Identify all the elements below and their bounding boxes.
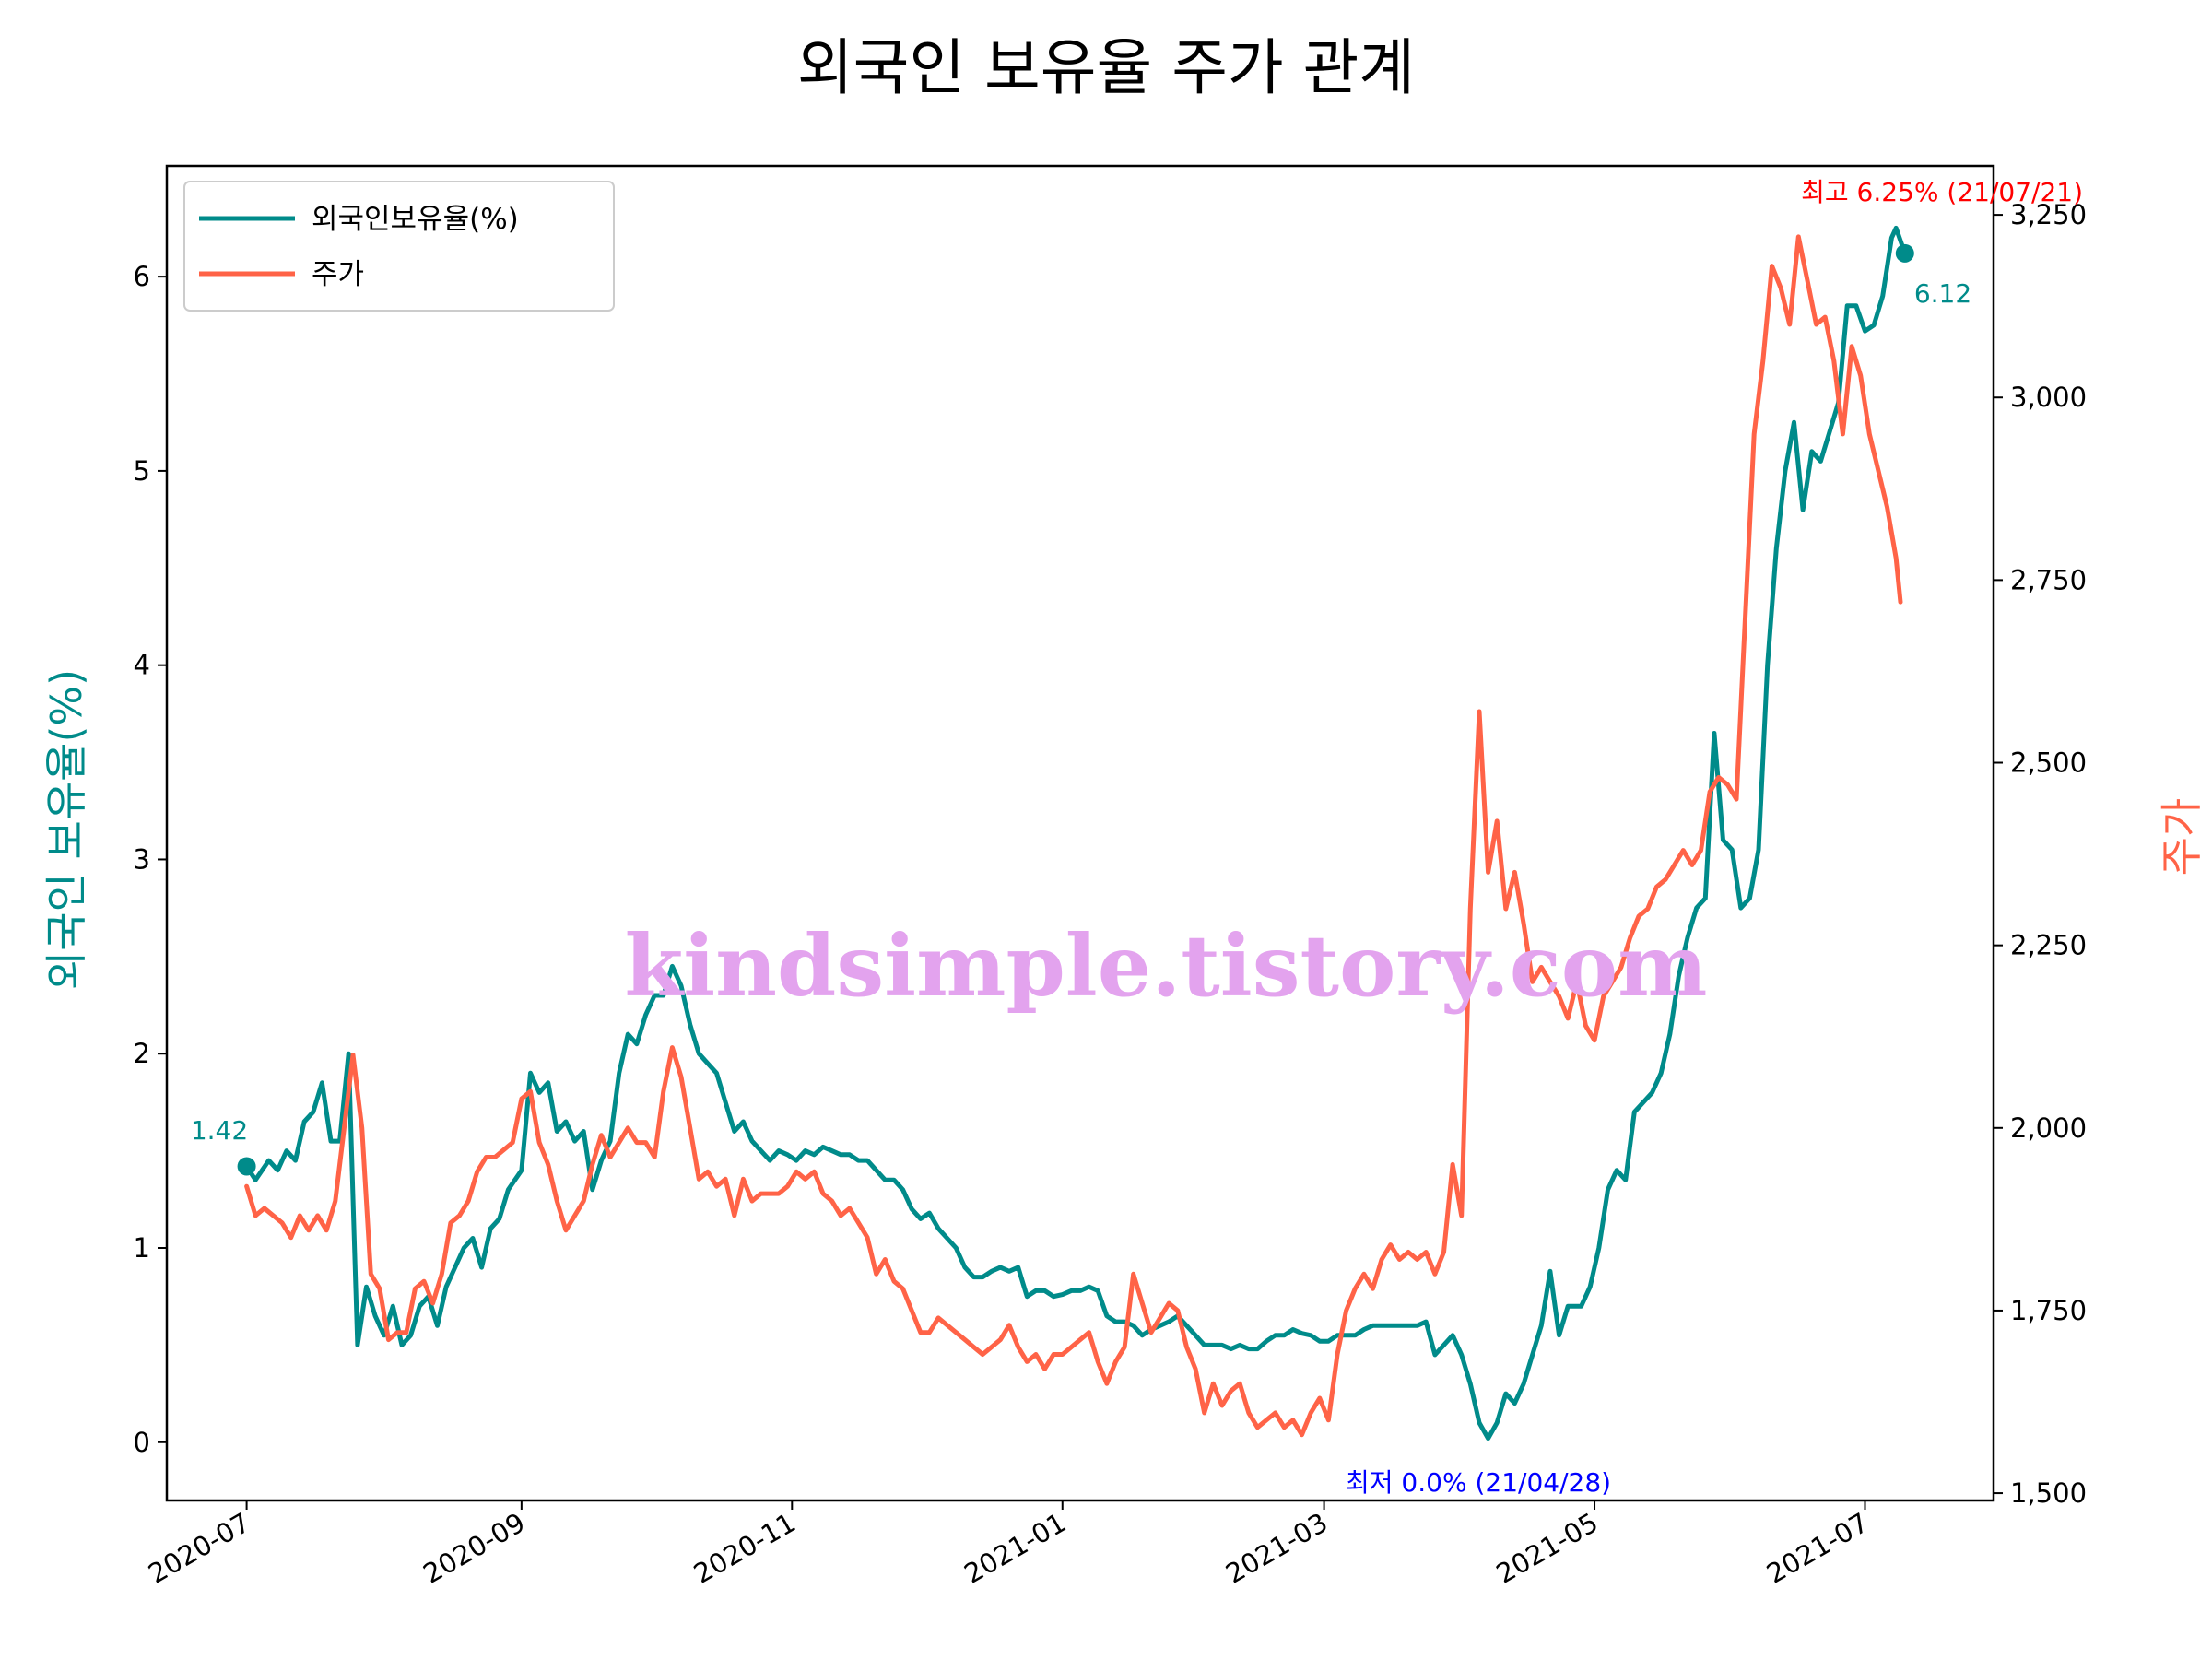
series-line-ownership [244, 225, 1908, 1441]
left-tick-label: 3 [134, 843, 150, 875]
x-axis: 2020-07 2020-09 2020-11 2021-01 2021-03 2021-… [143, 1500, 1874, 1590]
left-tick-label: 4 [134, 650, 150, 681]
end-value-label: 6.12 [1914, 278, 1971, 309]
legend-box [183, 181, 615, 312]
legend-label-ownership: 외국인보유율(%) [312, 203, 519, 236]
right-tick-label: 3,000 [2010, 382, 2087, 413]
x-tick-label: 2020-11 [688, 1507, 801, 1590]
legend: 외국인보유율(%) 주가 [183, 181, 615, 312]
chart-title: 외국인 보유율 주가 관계 [797, 32, 1415, 103]
watermark: kindsimple.tistory.com [624, 916, 1707, 1016]
left-tick-label: 0 [134, 1427, 150, 1458]
axes-frame [165, 164, 1995, 1502]
x-tick-label: 2021-03 [1220, 1507, 1333, 1590]
max-label: 최고 6.25% (21/07/21) [1801, 177, 2083, 207]
right-axis-title: 주가 [2157, 798, 2206, 877]
right-tick-label: 1,500 [2010, 1477, 2087, 1509]
right-tick-label: 2,000 [2010, 1112, 2087, 1144]
plot-lines [244, 225, 1908, 1441]
start-marker [237, 1157, 256, 1176]
end-marker [1895, 243, 1914, 263]
left-tick-label: 5 [134, 455, 150, 487]
right-tick-label: 3,250 [2010, 199, 2087, 230]
min-label: 최저 0.0% (21/04/28) [1346, 1467, 1611, 1498]
plot-frame [165, 164, 1995, 1502]
right-tick-label: 2,750 [2010, 564, 2087, 595]
start-value-label: 1.42 [191, 1115, 248, 1146]
x-tick-label: 2021-07 [1761, 1507, 1874, 1590]
left-y-axis: 0 1 2 3 4 5 6 [134, 261, 167, 1458]
series-line-price [244, 234, 1903, 1438]
right-tick-label: 2,250 [2010, 930, 2087, 961]
x-tick-label: 2021-05 [1491, 1507, 1604, 1590]
x-tick-label: 2020-09 [418, 1507, 530, 1590]
left-tick-label: 6 [134, 261, 150, 292]
x-tick-label: 2021-01 [959, 1507, 1071, 1590]
legend-label-price: 주가 [312, 258, 364, 291]
right-tick-label: 1,750 [2010, 1295, 2087, 1326]
right-tick-label: 2,500 [2010, 747, 2087, 779]
left-tick-label: 1 [134, 1232, 150, 1264]
left-axis-title: 외국인 보유율(%) [41, 669, 91, 990]
right-y-axis: 1,500 1,750 2,000 2,250 2,500 2,750 3,000 3,250 [1994, 199, 2087, 1509]
left-tick-label: 2 [134, 1038, 150, 1069]
x-tick-label: 2020-07 [143, 1507, 255, 1590]
